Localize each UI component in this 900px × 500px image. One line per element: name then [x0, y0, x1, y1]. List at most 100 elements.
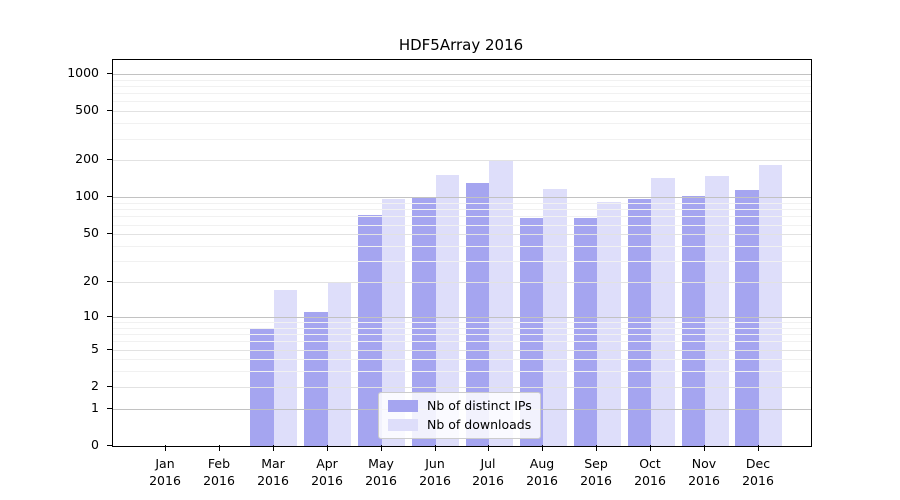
legend-label-distinct-ips: Nb of distinct IPs — [427, 398, 532, 413]
bar-distinct-ips-jul — [465, 183, 490, 446]
bar-downloads-nov — [705, 176, 729, 446]
legend: Nb of distinct IPs Nb of downloads — [378, 392, 541, 439]
x-tick-mark — [488, 445, 489, 451]
y-tick-mark — [107, 445, 113, 446]
x-tick-label-mar: Mar 2016 — [257, 456, 289, 488]
x-tick-mark — [165, 445, 166, 451]
x-tick-label-jun: Jun 2016 — [419, 456, 451, 488]
bar-downloads-jun — [435, 175, 459, 446]
x-tick-mark — [596, 445, 597, 451]
bar-distinct-ips-jun — [412, 197, 436, 446]
gridline-800 — [113, 86, 811, 87]
bar-distinct-ips-apr — [304, 312, 328, 446]
y-tick-label: 5 — [91, 341, 99, 356]
x-tick-label-oct: Oct 2016 — [634, 456, 666, 488]
x-tick-label-feb: Feb 2016 — [203, 456, 235, 488]
y-tick-label: 2 — [91, 378, 99, 393]
plot-area: Nb of distinct IPs Nb of downloads — [112, 59, 812, 447]
bar-distinct-ips-may — [358, 215, 382, 446]
gridline-9 — [113, 322, 811, 323]
y-tick-mark — [107, 233, 113, 234]
x-tick-label-apr: Apr 2016 — [311, 456, 343, 488]
gridline-400 — [113, 123, 811, 124]
legend-swatch-distinct-ips — [388, 399, 418, 412]
x-tick-mark — [327, 445, 328, 451]
x-tick-label-aug: Aug 2016 — [526, 456, 558, 488]
y-tick-label: 500 — [75, 102, 99, 117]
gridline-100 — [113, 197, 811, 198]
gridline-600 — [113, 101, 811, 102]
bar-downloads-dec — [758, 165, 783, 446]
y-tick-mark — [107, 349, 113, 350]
y-tick-mark — [107, 73, 113, 74]
bar-distinct-ips-dec — [735, 190, 759, 446]
gridline-700 — [113, 93, 811, 94]
y-tick-mark — [107, 281, 113, 282]
gridline-4 — [113, 359, 811, 360]
x-tick-mark — [435, 445, 436, 451]
y-tick-label: 1000 — [67, 65, 99, 80]
gridline-80 — [113, 209, 811, 210]
y-tick-label: 200 — [75, 151, 99, 166]
bar-downloads-mar — [273, 290, 298, 446]
y-tick-label: 0 — [91, 437, 99, 452]
x-tick-label-nov: Nov 2016 — [688, 456, 720, 488]
y-tick-mark — [107, 159, 113, 160]
gridline-50 — [113, 234, 811, 235]
gridline-10 — [113, 317, 811, 318]
x-tick-mark — [704, 445, 705, 451]
x-tick-mark — [381, 445, 382, 451]
y-tick-mark — [107, 316, 113, 317]
gridline-8 — [113, 328, 811, 329]
y-tick-mark — [107, 408, 113, 409]
bar-distinct-ips-aug — [519, 218, 544, 446]
gridline-1000 — [113, 74, 811, 75]
legend-item-downloads: Nb of downloads — [388, 417, 531, 432]
gridline-90 — [113, 203, 811, 204]
x-tick-mark — [273, 445, 274, 451]
x-tick-label-jan: Jan 2016 — [149, 456, 181, 488]
y-tick-label: 10 — [83, 308, 99, 323]
x-tick-mark — [219, 445, 220, 451]
gridline-200 — [113, 160, 811, 161]
gridline-30 — [113, 261, 811, 262]
gridline-300 — [113, 139, 811, 140]
x-axis: Jan 2016 Feb 2016 Mar 2016 Apr 2016 May 2016 Jun 20… — [112, 445, 810, 500]
legend-swatch-downloads — [388, 418, 418, 431]
bar-downloads-sep — [597, 202, 621, 446]
gridline-40 — [113, 246, 811, 247]
y-tick-label: 1 — [91, 400, 99, 415]
legend-item-distinct-ips: Nb of distinct IPs — [388, 398, 532, 413]
y-tick-label: 50 — [83, 225, 99, 240]
gridline-500 — [113, 111, 811, 112]
bar-downloads-oct — [651, 178, 675, 446]
bar-distinct-ips-sep — [573, 218, 598, 446]
y-axis: 0 1 2 5 10 20 50 100 200 500 1000 — [0, 59, 113, 452]
y-tick-mark — [107, 386, 113, 387]
y-tick-mark — [107, 196, 113, 197]
x-tick-label-jul: Jul 2016 — [472, 456, 504, 488]
x-tick-label-may: May 2016 — [365, 456, 397, 488]
gridline-70 — [113, 216, 811, 217]
x-tick-label-dec: Dec 2016 — [742, 456, 774, 488]
legend-label-downloads: Nb of downloads — [427, 417, 532, 432]
gridline-60 — [113, 225, 811, 226]
gridline-3 — [113, 371, 811, 372]
gridline-20 — [113, 282, 811, 283]
y-tick-mark — [107, 110, 113, 111]
gridline-7 — [113, 334, 811, 335]
y-tick-label: 20 — [83, 273, 99, 288]
bar-distinct-ips-nov — [681, 196, 705, 446]
x-tick-mark — [758, 445, 759, 451]
x-tick-mark — [542, 445, 543, 451]
chart-title: HDF5Array 2016 — [398, 36, 524, 54]
gridline-6 — [113, 341, 811, 342]
gridline-2 — [113, 387, 811, 388]
bar-downloads-jul — [489, 160, 513, 446]
x-tick-label-sep: Sep 2016 — [580, 456, 612, 488]
x-tick-mark — [650, 445, 651, 451]
bar-downloads-apr — [327, 282, 352, 446]
gridline-5 — [113, 350, 811, 351]
gridline-900 — [113, 80, 811, 81]
